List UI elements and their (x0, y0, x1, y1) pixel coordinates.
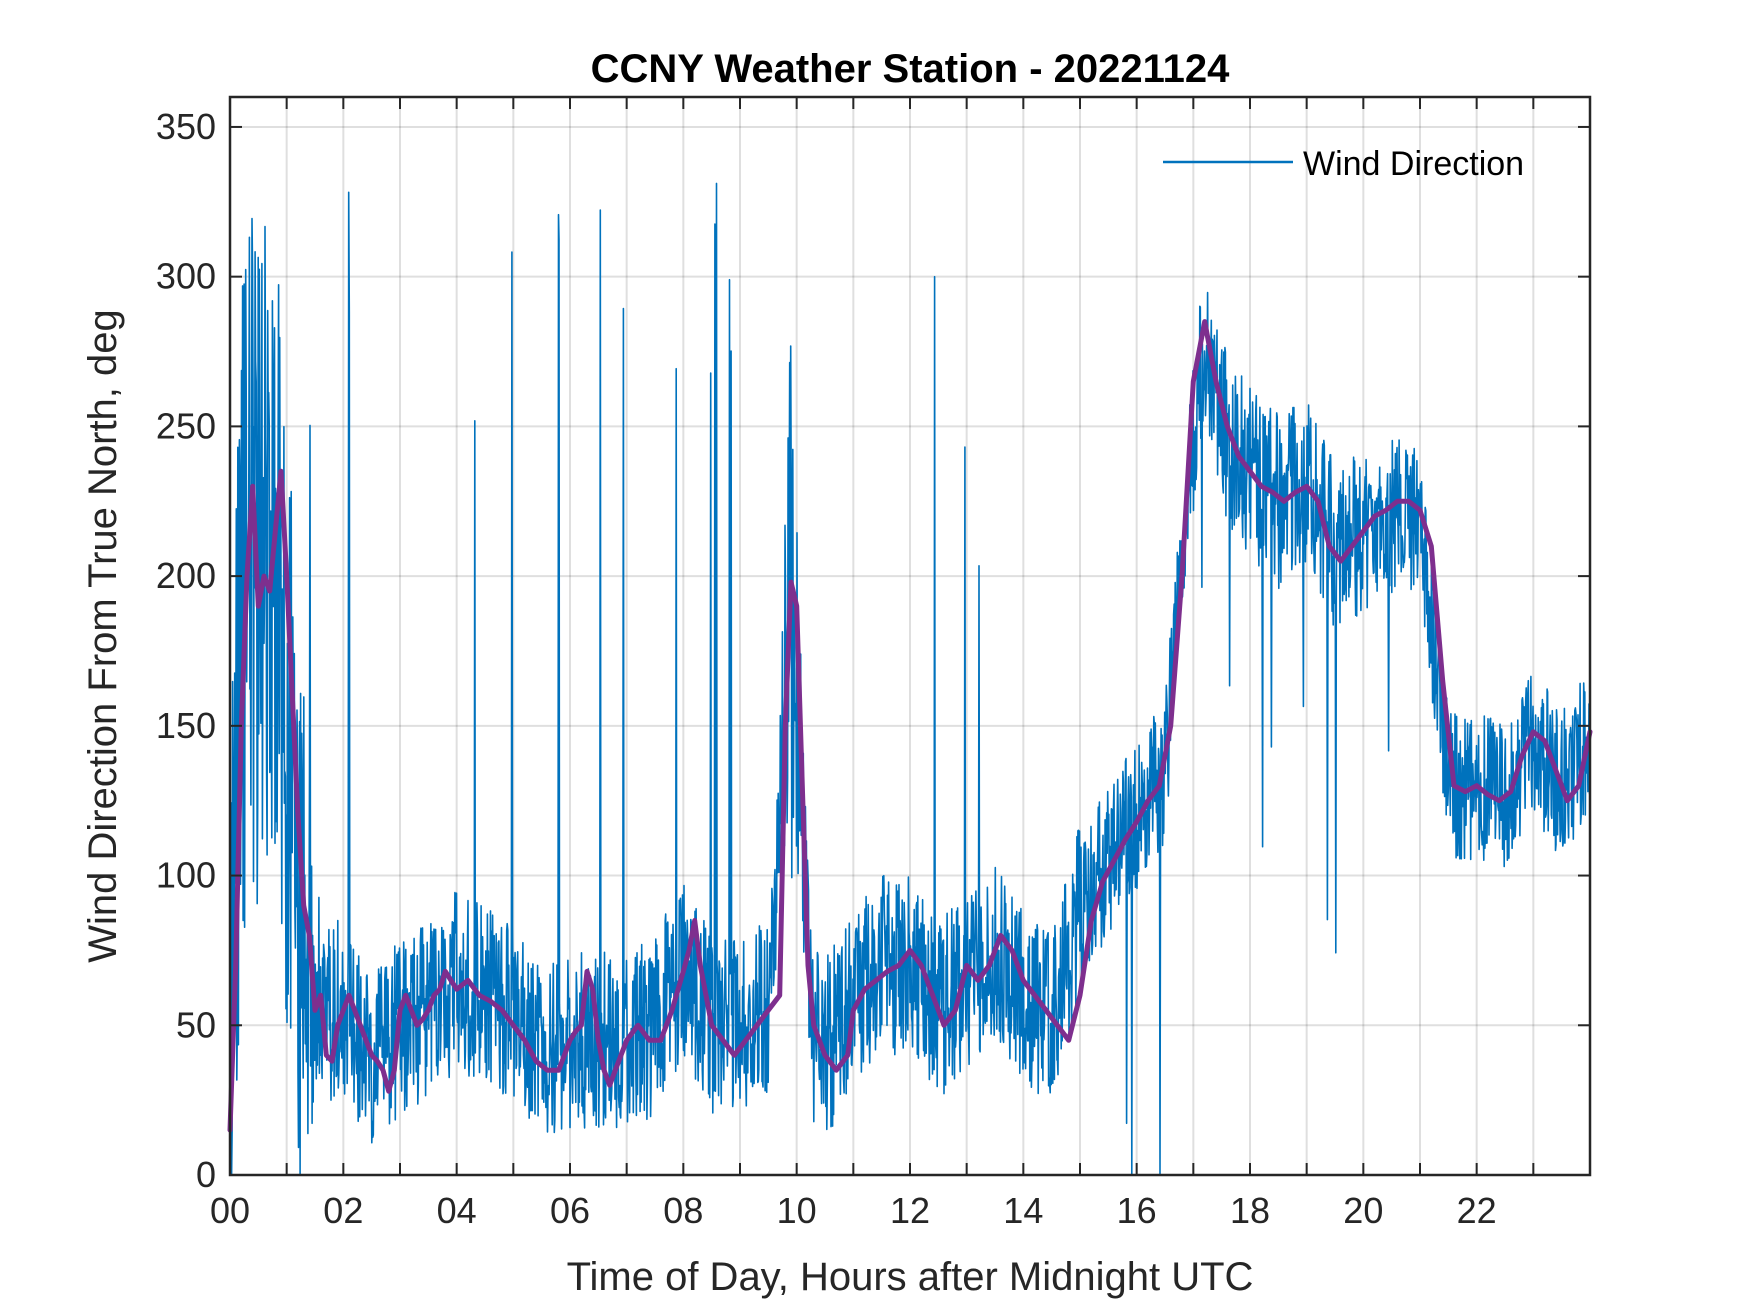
y-tick-label: 150 (156, 705, 216, 746)
chart-title: CCNY Weather Station - 20221124 (591, 47, 1231, 91)
x-tick-label: 00 (210, 1190, 250, 1231)
x-tick-label: 10 (777, 1190, 817, 1231)
legend-label-wind-direction: Wind Direction (1303, 145, 1524, 183)
ticks: 00 02 04 06 08 10 12 14 16 18 20 22 0 50 100 150 200 250 3… (156, 97, 1591, 1231)
x-tick-label: 16 (1117, 1190, 1157, 1231)
x-tick-label: 18 (1230, 1190, 1270, 1231)
x-tick-label: 12 (890, 1190, 930, 1231)
y-tick-label: 100 (156, 855, 216, 896)
y-tick-label: 200 (156, 555, 216, 596)
legend: Wind Direction (1163, 145, 1524, 183)
y-axis-label: Wind Direction From True North, deg (81, 309, 125, 963)
y-tick-label: 300 (156, 256, 216, 297)
moving-average-line (227, 319, 1593, 1133)
x-axis-label: Time of Day, Hours after Midnight UTC (567, 1255, 1254, 1299)
x-tick-label: 14 (1003, 1190, 1043, 1231)
x-tick-label: 20 (1343, 1190, 1383, 1231)
y-tick-label: 350 (156, 106, 216, 147)
y-tick-label: 50 (176, 1004, 216, 1045)
y-tick-label: 0 (196, 1154, 216, 1195)
x-tick-label: 02 (323, 1190, 363, 1231)
x-tick-label: 04 (437, 1190, 477, 1231)
x-tick-label: 22 (1457, 1190, 1497, 1231)
data-layer (227, 182, 1593, 1176)
x-tick-label: 06 (550, 1190, 590, 1231)
x-tick-label: 08 (663, 1190, 703, 1231)
y-tick-label: 250 (156, 405, 216, 446)
